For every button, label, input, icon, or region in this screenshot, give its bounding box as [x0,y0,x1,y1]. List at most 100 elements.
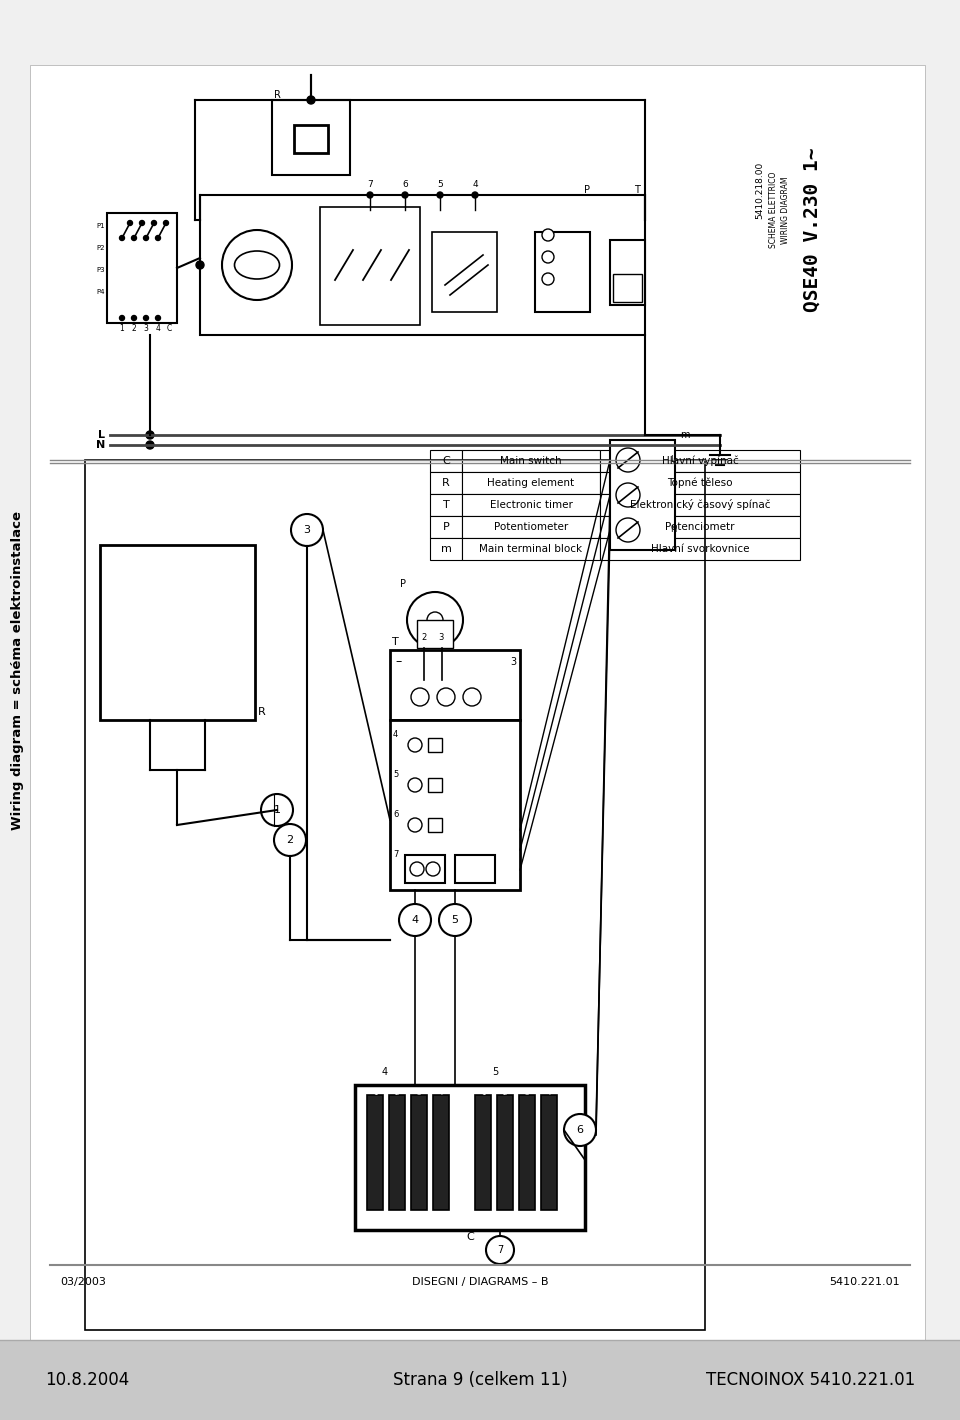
Text: 7: 7 [367,180,372,189]
Circle shape [407,592,463,648]
Text: P2: P2 [97,246,105,251]
Circle shape [307,97,315,104]
Bar [428,778,442,792]
Text: DISEGNI / DIAGRAMS – B: DISEGNI / DIAGRAMS – B [412,1277,548,1287]
Text: T: T [443,500,449,510]
Text: 3: 3 [417,1091,421,1096]
Circle shape [152,220,156,226]
Text: Hlavní svorkovnice: Hlavní svorkovnice [651,544,749,554]
Text: N: N [96,440,105,450]
Circle shape [564,1115,596,1146]
Circle shape [427,612,443,628]
Circle shape [128,220,132,226]
Bar [390,720,520,890]
Circle shape [291,514,323,547]
Text: 3: 3 [303,525,310,535]
Bar [355,1085,585,1230]
Text: L: L [98,430,105,440]
Text: T: T [392,638,398,648]
Text: 2: 2 [503,1091,507,1096]
Text: 3: 3 [510,657,516,667]
Text: 2: 2 [395,1091,399,1096]
Bar [320,207,420,325]
Bar [462,515,600,538]
Text: 03/2003: 03/2003 [60,1277,106,1287]
Text: 4: 4 [547,1091,551,1096]
Circle shape [616,518,640,542]
Bar [455,855,495,883]
Circle shape [408,778,422,792]
Text: R: R [443,479,450,488]
Bar [600,450,800,471]
Bar [428,818,442,832]
Circle shape [472,192,478,197]
Text: C: C [166,324,172,334]
Text: –: – [395,655,401,667]
Text: 7: 7 [393,851,398,859]
Text: 2: 2 [421,633,426,642]
Bar [85,460,705,1331]
Text: QSE40 V.230 1~: QSE40 V.230 1~ [803,148,822,312]
Text: T: T [635,185,640,195]
Text: P3: P3 [416,1218,422,1223]
Text: SCHEMA ELETTRICO: SCHEMA ELETTRICO [769,172,778,248]
Bar [430,450,462,471]
Bar [367,1095,383,1210]
Text: Main switch: Main switch [500,456,562,466]
Circle shape [156,236,160,240]
Circle shape [411,689,429,706]
Circle shape [146,442,154,449]
Circle shape [408,818,422,832]
Text: R: R [258,707,266,717]
Bar [462,538,600,559]
Circle shape [408,858,422,872]
Text: 1: 1 [120,324,125,334]
Bar [100,545,255,720]
Bar [430,494,462,515]
Circle shape [439,905,471,936]
Text: 6: 6 [577,1125,584,1135]
Circle shape [426,862,440,876]
Text: C: C [443,456,450,466]
Text: 2: 2 [286,835,294,845]
Bar [462,450,600,471]
Text: 4: 4 [382,1066,388,1076]
Text: 5410.221.01: 5410.221.01 [829,1277,900,1287]
Text: 6: 6 [393,809,398,819]
Circle shape [119,315,125,321]
Circle shape [402,192,408,197]
Bar [600,494,800,515]
Text: 5: 5 [437,180,443,189]
Text: Hlavní vypínač: Hlavní vypínač [661,456,738,466]
Bar [541,1095,557,1210]
Text: P3: P3 [96,267,105,273]
Circle shape [119,236,125,240]
Bar [411,1095,427,1210]
Text: TECNOINOX 5410.221.01: TECNOINOX 5410.221.01 [706,1370,915,1389]
Bar [430,471,462,494]
Text: N: N [670,525,677,534]
Bar [428,858,442,872]
Bar [294,125,328,153]
Circle shape [542,251,554,263]
Circle shape [274,824,306,856]
Bar [475,1095,491,1210]
Text: P: P [400,579,406,589]
Circle shape [132,236,136,240]
Circle shape [616,483,640,507]
Text: P4: P4 [97,290,105,295]
Bar [405,855,445,883]
Text: m: m [680,430,689,440]
Bar [0,1340,960,1420]
Bar [497,1095,513,1210]
Text: Heating element: Heating element [488,479,575,488]
Circle shape [463,689,481,706]
Text: 3: 3 [144,324,149,334]
Bar [519,1095,535,1210]
Circle shape [132,315,136,321]
Text: Strana 9 (celkem 11): Strana 9 (celkem 11) [393,1370,567,1389]
Text: 3: 3 [438,633,444,642]
Circle shape [542,229,554,241]
Text: Elektronický časový spínač: Elektronický časový spínač [630,500,770,511]
Circle shape [486,1235,514,1264]
